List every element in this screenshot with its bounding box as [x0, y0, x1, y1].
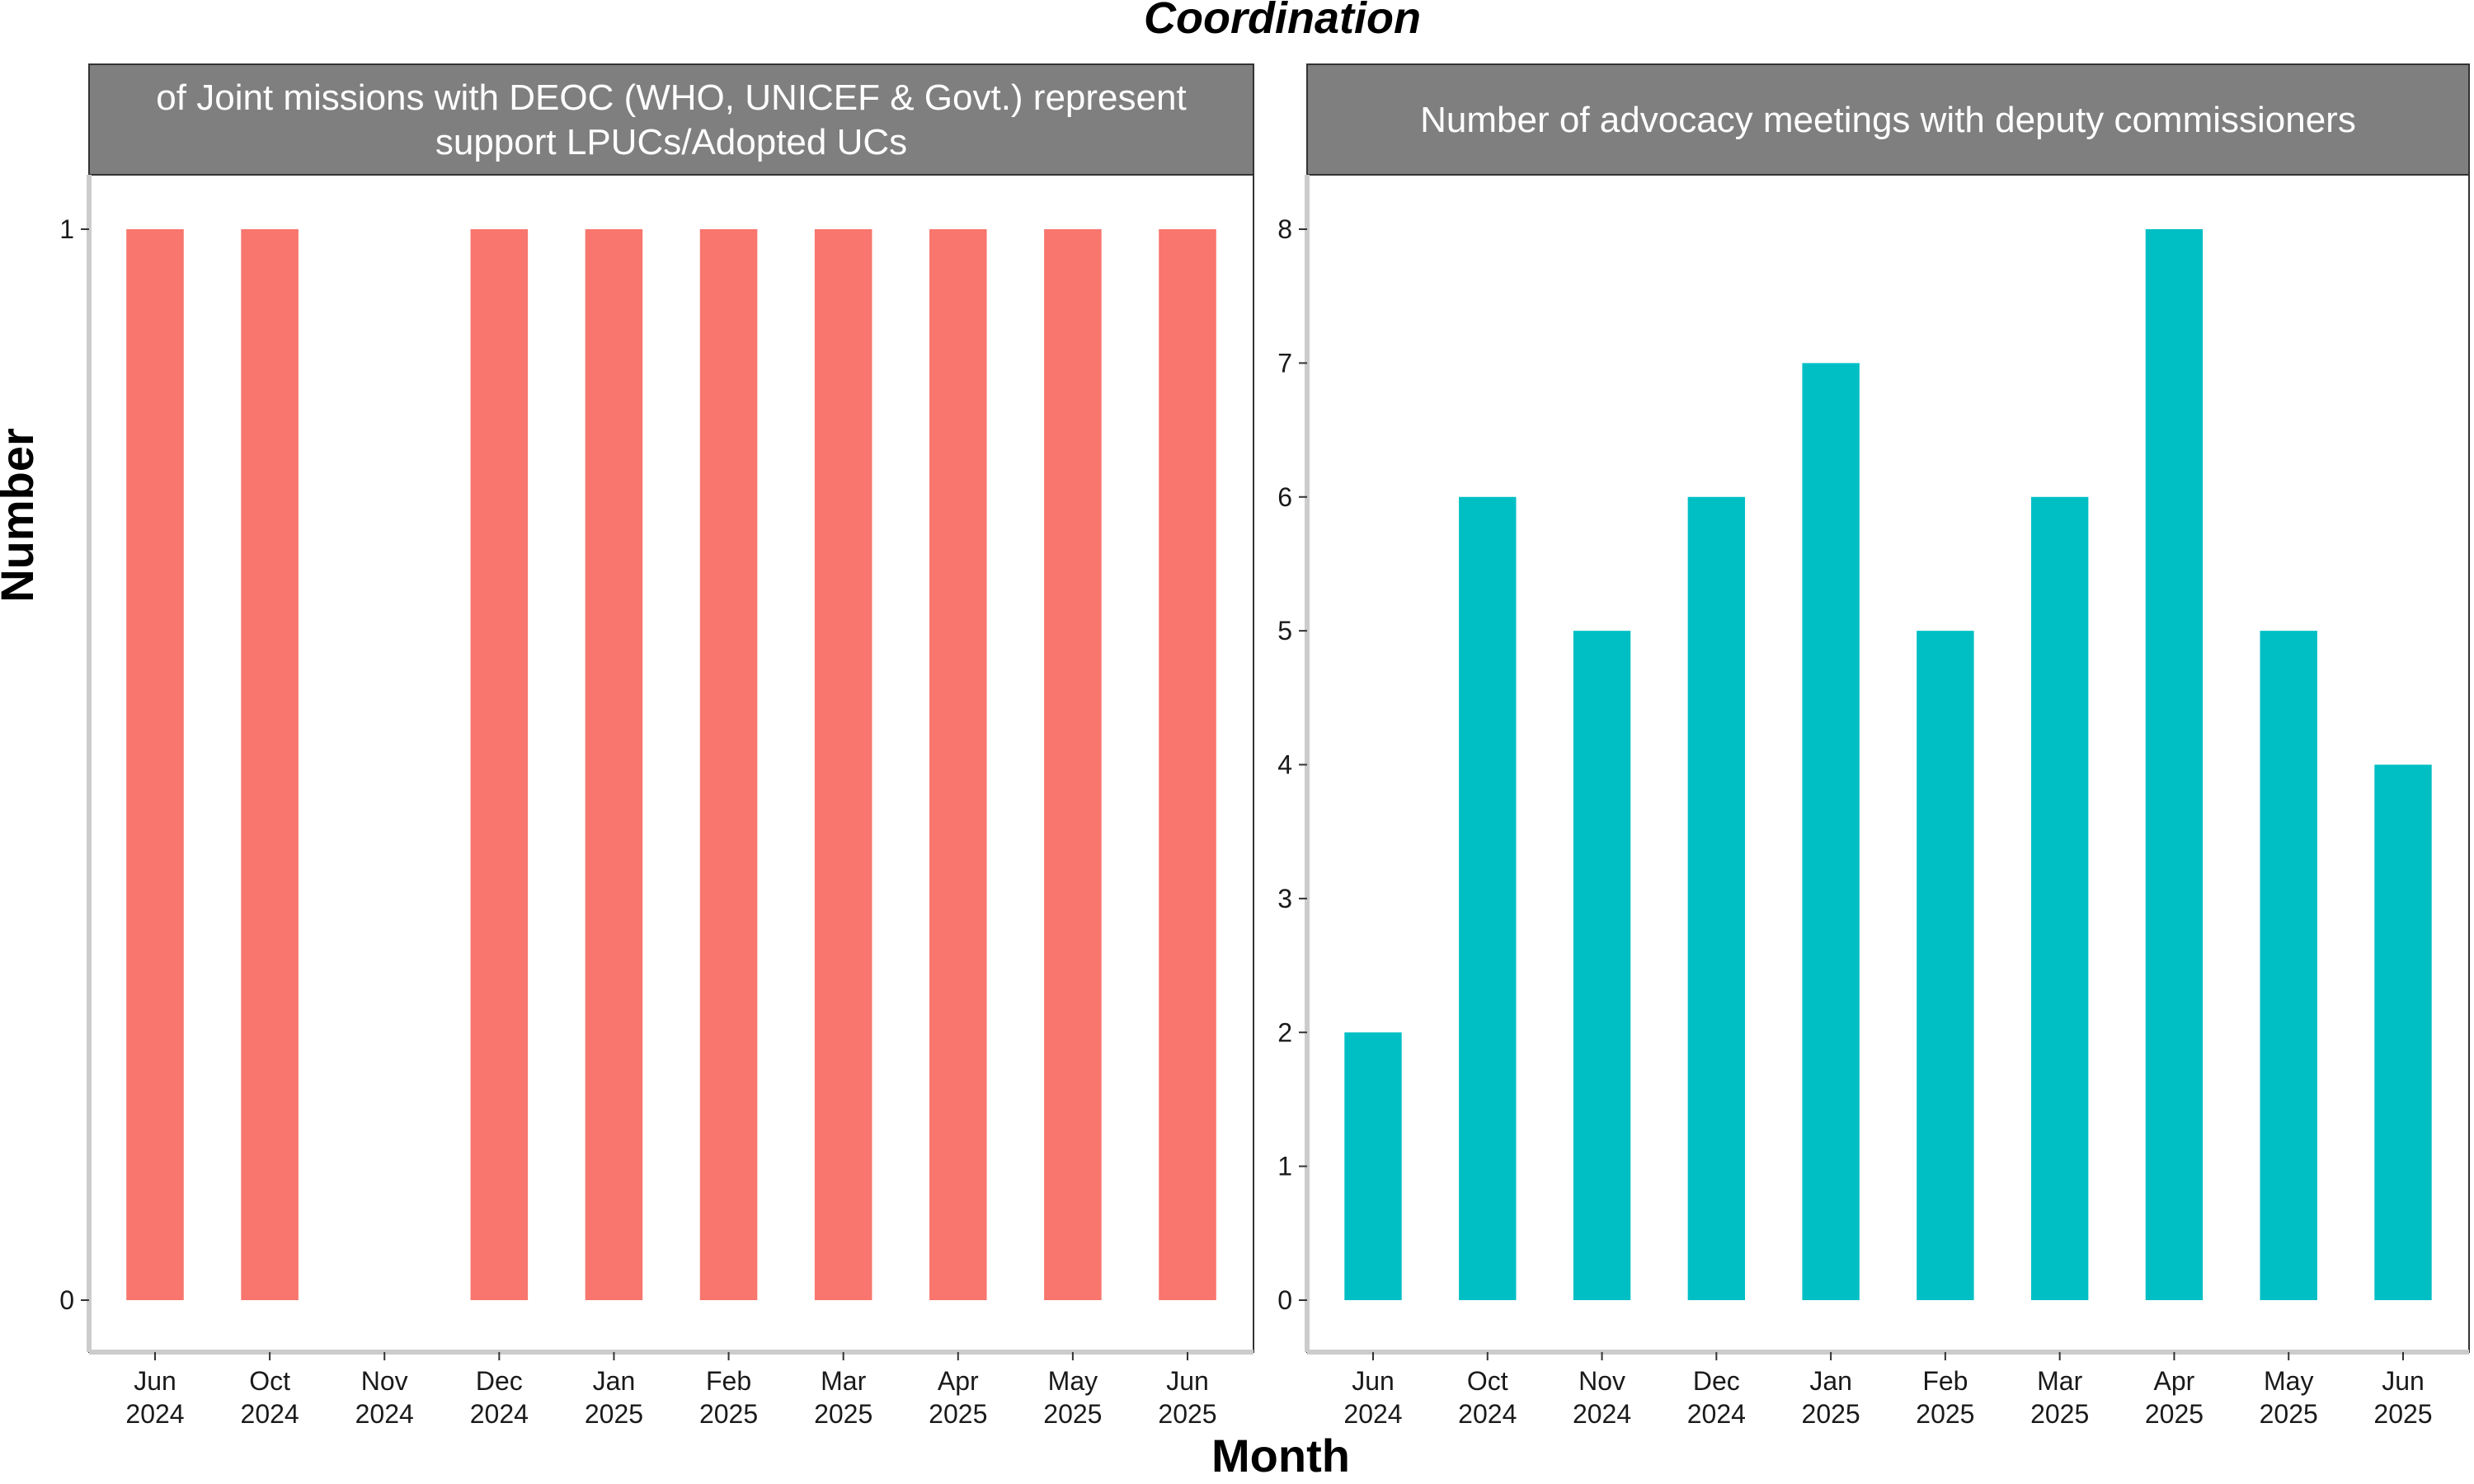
panel-2-x-tick-label-month: Jun [2382, 1366, 2425, 1396]
panel-1-x-tick-label-month: Oct [249, 1366, 290, 1396]
panel-2-x-tick-label-year: 2024 [1687, 1399, 1746, 1429]
panel-1-bar-jan-2025 [585, 229, 643, 1300]
panel-1-y-tick-label: 0 [59, 1285, 74, 1315]
panel-2-y-tick-label: 4 [1277, 750, 1292, 780]
panel-2-y-tick-label: 8 [1277, 214, 1292, 244]
panel-1-bar-jun-2024 [126, 229, 184, 1300]
panel-2-bar-nov-2024 [1573, 631, 1631, 1300]
panel-2-y-tick-label: 0 [1277, 1285, 1292, 1315]
panel-1-x-tick-label-year: 2024 [241, 1399, 299, 1429]
panel-2-bar-dec-2024 [1687, 496, 1746, 1300]
panel-2-bar-feb-2025 [1917, 631, 1974, 1300]
panel-1-x-tick-label-year: 2025 [699, 1399, 758, 1429]
panel-1-bar-dec-2024 [470, 229, 529, 1300]
panel-1-strip-title-line: of Joint missions with DEOC (WHO, UNICEF… [156, 77, 1186, 118]
panel-2-y-tick-label: 2 [1277, 1017, 1292, 1047]
panel-1-x-tick-label-month: Nov [361, 1366, 408, 1396]
panel-2-x-tick-label-year: 2024 [1458, 1399, 1517, 1429]
panel-1-y-tick-label: 1 [59, 214, 74, 244]
panel-2-bar-jan-2025 [1802, 363, 1860, 1300]
panel-2-y-tick-label: 1 [1277, 1152, 1292, 1181]
panel-1-bar-feb-2025 [699, 229, 758, 1300]
panel-joint-missions: of Joint missions with DEOC (WHO, UNICEF… [59, 63, 1254, 1429]
panel-1-strip-background [88, 63, 1254, 176]
panel-2-x-tick-label-month: Nov [1578, 1366, 1625, 1396]
panel-2-x-tick-label-year: 2025 [2260, 1399, 2318, 1429]
panel-1-x-tick-label-year: 2025 [814, 1399, 872, 1429]
panel-2-x-tick-label-year: 2025 [1802, 1399, 1860, 1429]
panel-2-x-tick-label-month: Apr [2154, 1366, 2195, 1396]
panel-2-bar-jun-2025 [2374, 764, 2432, 1300]
panel-2-x-tick-label-month: Dec [1693, 1366, 1740, 1396]
panel-1-x-tick-label-year: 2024 [470, 1399, 529, 1429]
panel-1-x-tick-label-year: 2025 [585, 1399, 643, 1429]
panel-1-x-tick-label-year: 2024 [125, 1399, 184, 1429]
panel-1-x-tick-label-year: 2024 [355, 1399, 414, 1429]
panel-2-strip-title-line: Number of advocacy meetings with deputy … [1420, 100, 2356, 140]
panel-2-bar-may-2025 [2260, 631, 2317, 1300]
panel-2-bar-jun-2024 [1344, 1032, 1402, 1300]
panel-2-x-tick-label-year: 2024 [1573, 1399, 1631, 1429]
chart-title: Coordination [1144, 0, 1421, 43]
panel-1-x-tick-label-year: 2025 [1043, 1399, 1102, 1429]
panel-1-x-tick-label-month: Jun [1166, 1366, 1209, 1396]
panel-2-strip-background [1306, 63, 2470, 176]
panel-2-x-tick-label-month: Feb [1922, 1366, 1968, 1396]
panel-2-x-tick-label-year: 2025 [2145, 1399, 2204, 1429]
panel-1-x-tick-label-year: 2025 [929, 1399, 987, 1429]
panel-1-x-tick-label-month: Jan [593, 1366, 636, 1396]
panel-2-strip: Number of advocacy meetings with deputy … [1306, 63, 2470, 176]
panel-2-bar-mar-2025 [2030, 496, 2089, 1300]
panel-1-x-tick-label-month: May [1048, 1366, 1098, 1396]
panel-2-bar-oct-2024 [1459, 496, 1517, 1300]
panel-2-x-tick-label-year: 2025 [2373, 1399, 2432, 1429]
panel-1-x-tick-label-month: Mar [821, 1366, 866, 1396]
panel-2-x-tick-label-month: Oct [1467, 1366, 1508, 1396]
panel-2-x-tick-label-year: 2025 [1916, 1399, 1974, 1429]
panel-2-x-tick-label-year: 2024 [1343, 1399, 1402, 1429]
panel-2-x-tick-label-month: May [2264, 1366, 2313, 1396]
panel-2-x-tick-label-month: Jun [1352, 1366, 1395, 1396]
panel-1-strip-title-line: support LPUCs/Adopted UCs [435, 122, 907, 162]
panel-2-y-tick-label: 7 [1277, 348, 1292, 378]
panel-1-x-tick-label-month: Dec [476, 1366, 523, 1396]
panel-1-bar-may-2025 [1044, 229, 1102, 1300]
panel-2-bar-apr-2025 [2145, 229, 2204, 1300]
panel-2-x-tick-label-year: 2025 [2030, 1399, 2089, 1429]
panel-1-x-tick-label-month: Feb [706, 1366, 751, 1396]
panel-1-x-tick-label-month: Jun [134, 1366, 176, 1396]
panel-2-y-tick-label: 6 [1277, 482, 1292, 512]
panel-advocacy-meetings: Number of advocacy meetings with deputy … [1277, 63, 2470, 1429]
panel-1-strip: of Joint missions with DEOC (WHO, UNICEF… [88, 63, 1254, 176]
panel-2-x-tick-label-month: Mar [2037, 1366, 2082, 1396]
panel-2-y-tick-label: 3 [1277, 884, 1292, 913]
panel-1-x-tick-label-month: Apr [938, 1366, 979, 1396]
panel-1-x-tick-label-year: 2025 [1158, 1399, 1216, 1429]
panel-2-y-tick-label: 5 [1277, 616, 1292, 646]
panel-1-bar-jun-2025 [1159, 229, 1216, 1300]
panel-2-x-tick-label-month: Jan [1809, 1366, 1852, 1396]
panel-1-bar-mar-2025 [814, 229, 872, 1300]
panel-1-bar-apr-2025 [929, 229, 987, 1300]
y-axis-title: Number [0, 428, 43, 603]
panel-1-bar-oct-2024 [241, 229, 299, 1300]
x-axis-title: Month [1211, 1430, 1350, 1482]
